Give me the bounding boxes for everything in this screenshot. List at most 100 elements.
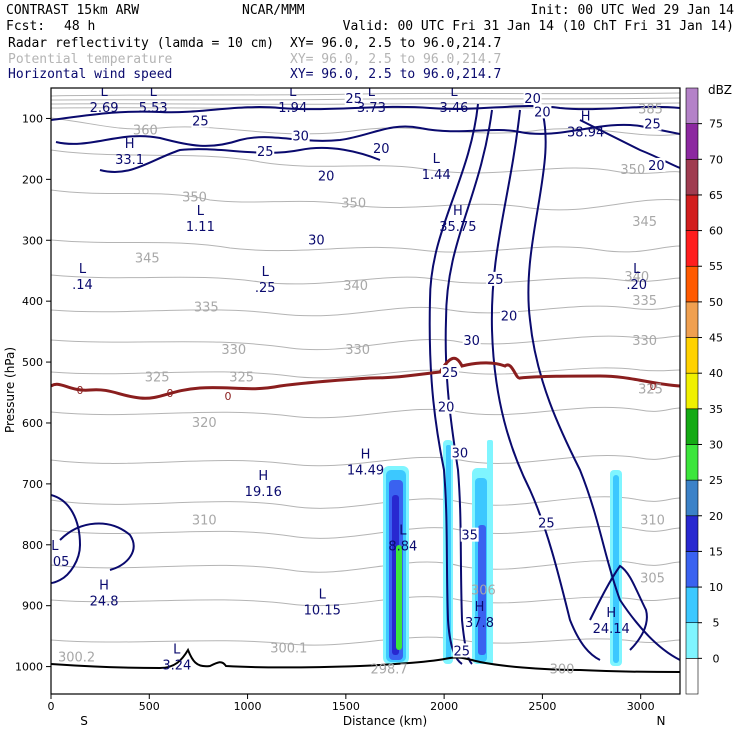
wind-label-bg — [441, 365, 460, 380]
init-time: Init: 00 UTC Wed 29 Jan 14 — [531, 3, 735, 18]
field-xy-reflectivity: XY= 96.0, 2.5 to 96.0,214.7 — [290, 36, 501, 51]
theta-label: 350 — [620, 163, 645, 178]
colorbar-swatch — [685, 337, 699, 374]
y-tick-label: 500 — [22, 356, 43, 369]
extremum-value: 1.94 — [278, 101, 307, 116]
theta-label: 360 — [133, 124, 158, 139]
extremum-value: 24.14 — [593, 622, 630, 637]
colorbar-level-label: 70 — [709, 153, 723, 166]
wind-speed-label: 20 — [648, 159, 665, 174]
colorbar-swatch — [685, 658, 699, 695]
wind-contour-left-low — [51, 494, 82, 584]
theta-contour-315 — [51, 455, 680, 467]
colorbar-swatch — [685, 265, 699, 303]
colorbar-swatch — [685, 158, 699, 196]
y-tick-label: 900 — [22, 600, 43, 613]
colorbar-level-label: 40 — [709, 367, 723, 380]
wind-label-bg — [460, 527, 479, 542]
axis-ticks: 0 500 1000 1500 2000 2500 30001002003004005006… — [15, 112, 655, 713]
y-tick-label: 600 — [22, 417, 43, 430]
extremum-type: H — [475, 600, 485, 615]
zero-isotherm-label: 0 — [650, 380, 657, 393]
colorbar-level-label: 0 — [713, 652, 720, 665]
theta-label: 310 — [640, 513, 665, 528]
extremum-value: .14 — [72, 278, 93, 293]
wind-speed-label: 30 — [292, 130, 309, 145]
wind-contour-jet-right — [490, 109, 601, 661]
colorbar-swatch — [685, 515, 699, 552]
colorbar-level-label: 45 — [709, 332, 723, 345]
wind-speed-label: 20 — [524, 92, 541, 107]
wind-contour-upper-2 — [55, 123, 680, 147]
theta-contour-355 — [51, 149, 680, 174]
extremum-value: 8.84 — [388, 540, 417, 555]
wind-label-bg — [537, 515, 556, 530]
extremum-type: L — [633, 262, 641, 277]
theta-label: 345 — [135, 252, 160, 267]
extremum-type: L — [368, 85, 376, 100]
y-tick-label: 700 — [22, 478, 43, 491]
theta-label: 385 — [638, 102, 663, 117]
extremum-type: H — [606, 606, 616, 621]
wind-speed-label: 30 — [452, 446, 469, 461]
extremum-type: H — [125, 137, 135, 152]
colorbar-level-label: 25 — [709, 474, 723, 487]
y-axis-label: Pressure (hPa) — [3, 347, 17, 433]
plot-frame — [50, 87, 681, 695]
colorbar-swatch — [685, 301, 699, 338]
theta-label: 325 — [638, 382, 663, 397]
y-tick-label: 200 — [22, 173, 43, 186]
theta-label: 330 — [345, 343, 370, 358]
wind-contour-upper-right — [579, 119, 680, 169]
extremum-value: 19.16 — [245, 485, 282, 500]
extremum-type: L — [450, 85, 458, 100]
field-xy-wind: XY= 96.0, 2.5 to 96.0,214.7 — [290, 67, 501, 82]
theta-contour-330 — [51, 335, 680, 351]
theta-label: 340 — [624, 270, 649, 285]
theta-label: 300.2 — [58, 650, 95, 665]
x-tick-label: 500 — [139, 700, 160, 713]
wind-label-bg — [499, 308, 518, 323]
colorbar-level-label: 75 — [709, 118, 723, 131]
wind-label-bg — [344, 90, 363, 105]
theta-contour-305 — [51, 560, 680, 573]
wind-speed-label: 20 — [318, 169, 335, 184]
theta-contour-302 — [51, 596, 680, 607]
colorbar-level-label: 5 — [713, 617, 720, 630]
theta-label: 306 — [471, 583, 496, 598]
x-tick-label: 2500 — [528, 700, 556, 713]
field-name-reflectivity: Radar reflectivity (lamda = 10 cm) — [8, 36, 274, 51]
extremum-value: 3.24 — [162, 658, 191, 673]
colorbar-swatch — [685, 87, 699, 124]
wind-label-bg — [533, 104, 552, 119]
theta-label: 320 — [192, 416, 217, 431]
colorbar-level-label: 65 — [709, 189, 723, 202]
theta-label: 325 — [229, 370, 254, 385]
colorbar-level-label: 50 — [709, 296, 723, 309]
x-tick-label: 0 — [48, 700, 55, 713]
wind-contour-upper-1 — [51, 105, 680, 121]
theta-label: 300.1 — [270, 641, 307, 656]
theta-contours — [51, 92, 680, 646]
colorbar-swatch — [685, 551, 699, 588]
wind-label-bg — [462, 332, 481, 347]
theta-contour-300 — [51, 636, 680, 646]
colorbar-swatch — [685, 622, 699, 659]
wind-contour-right-low — [589, 564, 648, 651]
wind-speed-label: 20 — [501, 309, 518, 324]
colorbar-level-label: 10 — [709, 581, 723, 594]
theta-contour-310 — [51, 496, 680, 509]
extremum-value: 1.44 — [422, 168, 451, 183]
field-name-wind: Horizontal wind speed — [8, 67, 172, 82]
extremum-value: 2.05 — [40, 555, 69, 570]
extremum-type: L — [262, 265, 270, 280]
extremum-type: L — [79, 262, 87, 277]
wind-label-bg — [452, 643, 471, 658]
wind-contour-jet-left — [428, 103, 479, 665]
colorbar-level-label: 20 — [709, 510, 723, 523]
x-end-label-right: N — [657, 714, 666, 728]
colorbar-level-label: 55 — [709, 260, 723, 273]
wind-speed-label: 25 — [538, 516, 555, 531]
